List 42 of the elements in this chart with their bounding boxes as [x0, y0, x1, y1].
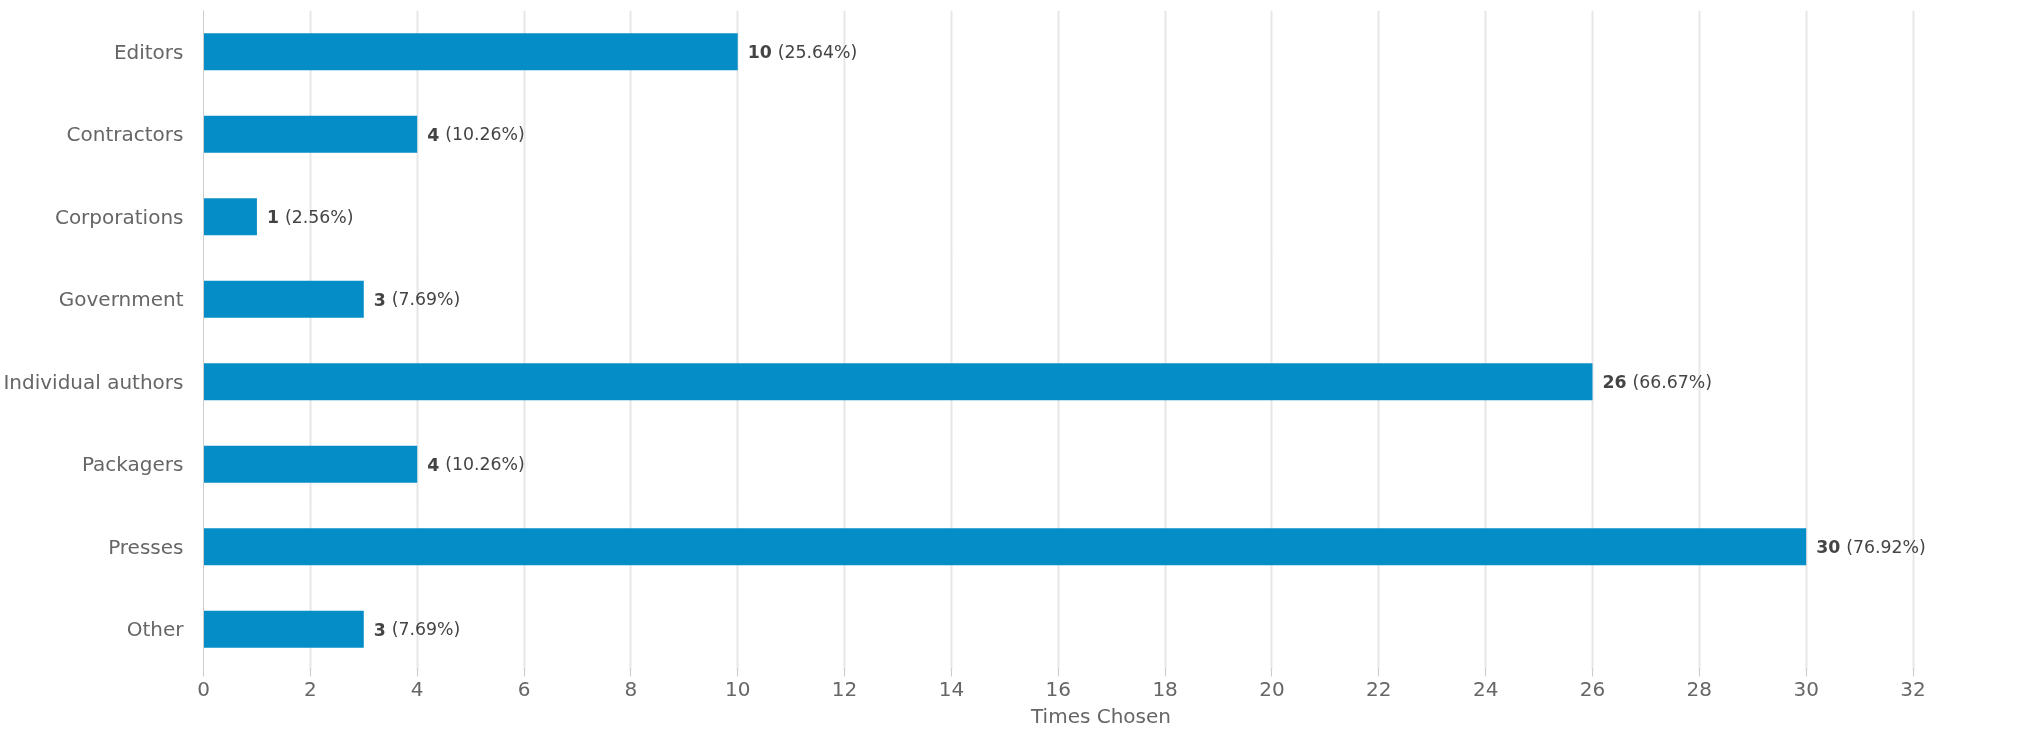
bar — [203, 445, 418, 483]
data-label: 4 (10.26%) — [427, 454, 525, 475]
y-tick-label: Government — [58, 287, 184, 312]
y-tick-label: Presses — [108, 534, 184, 559]
x-tick-label: 4 — [410, 676, 424, 701]
x-tick-label: 16 — [1045, 676, 1071, 701]
y-tick-label: Individual authors — [3, 369, 184, 394]
y-tick-label: Editors — [113, 39, 184, 64]
x-tick-label: 28 — [1686, 676, 1713, 701]
bar — [203, 363, 1593, 401]
x-tick-label: 24 — [1472, 676, 1499, 701]
y-tick-label: Corporations — [54, 204, 184, 229]
bar — [203, 115, 418, 153]
data-label: 4 (10.26%) — [427, 124, 525, 145]
bar — [203, 610, 364, 648]
x-tick-label: 26 — [1579, 676, 1606, 701]
x-tick-label: 18 — [1152, 676, 1178, 701]
bar — [203, 33, 738, 71]
bar — [203, 528, 1807, 566]
data-label: 10 (25.64%) — [747, 41, 858, 63]
x-tick-label: 0 — [197, 676, 210, 701]
x-tick-label: 12 — [831, 676, 858, 701]
x-tick-label: 22 — [1366, 676, 1392, 701]
bar — [203, 198, 257, 236]
x-tick-label: 14 — [938, 676, 965, 701]
data-label: 30 (76.92%) — [1816, 536, 1926, 558]
data-label: 26 (66.67%) — [1602, 371, 1713, 393]
x-tick-label: 20 — [1259, 676, 1285, 701]
x-axis-title: Times Chosen — [1030, 703, 1171, 728]
x-tick-label: 2 — [303, 676, 317, 701]
x-tick-label: 8 — [624, 676, 638, 701]
bar — [203, 280, 364, 318]
y-tick-label: Other — [126, 617, 185, 642]
x-tick-label: 10 — [725, 676, 751, 701]
data-label: 3 (7.69%) — [373, 619, 461, 640]
x-tick-label: 32 — [1900, 676, 1926, 701]
x-tick-label: 6 — [517, 676, 531, 701]
y-tick-label: Contractors — [66, 122, 184, 147]
x-tick-label: 30 — [1793, 676, 1819, 701]
data-label: 1 (2.56%) — [266, 206, 354, 228]
y-tick-label: Packagers — [81, 452, 184, 477]
data-label: 3 (7.69%) — [373, 289, 461, 310]
